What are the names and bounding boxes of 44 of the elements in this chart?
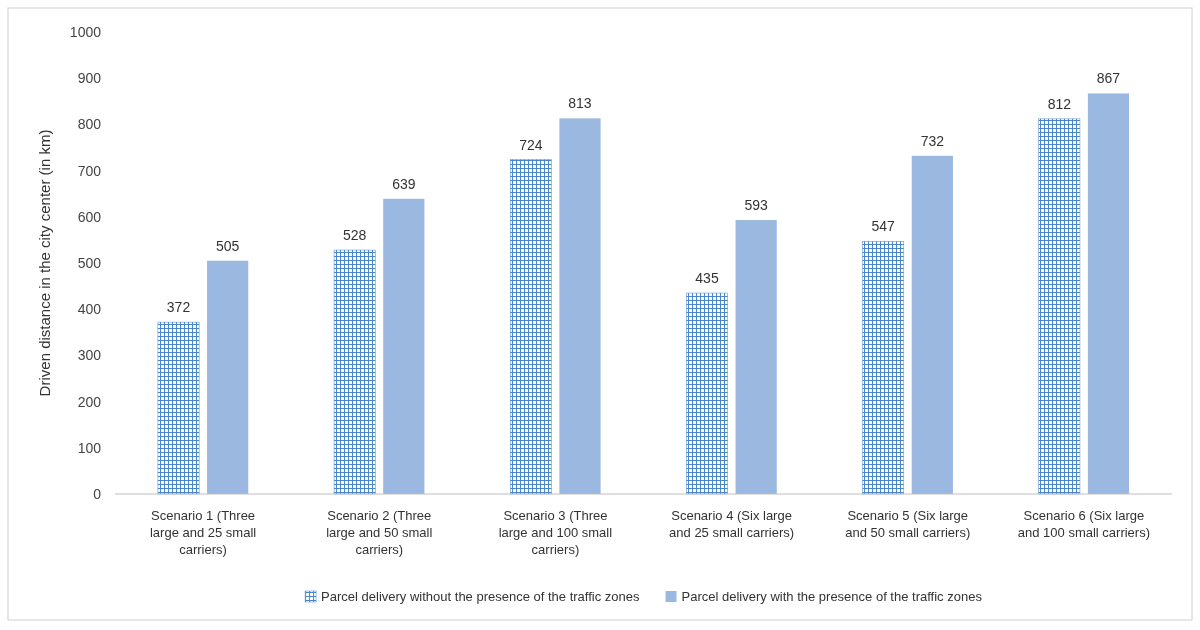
data-label: 435 bbox=[695, 270, 719, 287]
data-label: 547 bbox=[871, 218, 896, 235]
bar bbox=[862, 241, 905, 495]
bar bbox=[1087, 93, 1130, 494]
y-tick-label: 100 bbox=[77, 439, 102, 456]
data-label: 732 bbox=[920, 132, 945, 149]
bar bbox=[911, 155, 953, 494]
data-label: 813 bbox=[568, 95, 592, 112]
legend-label: Parcel delivery with the presence of the traffic zones bbox=[681, 589, 983, 604]
bar bbox=[509, 159, 552, 495]
y-tick-label: 1000 bbox=[69, 23, 102, 40]
y-tick-label: 200 bbox=[77, 393, 102, 410]
data-label: 724 bbox=[519, 136, 543, 153]
y-tick-label: 300 bbox=[77, 347, 102, 364]
bar bbox=[157, 321, 200, 495]
data-label: 372 bbox=[166, 299, 191, 316]
data-label: 528 bbox=[343, 227, 367, 244]
x-tick-label: Scenario 6 (Six large and 100 small carriers) bbox=[1017, 508, 1151, 540]
y-tick-label: 0 bbox=[93, 485, 102, 502]
x-tick-label: Scenario 4 (Six large and 25 small carriers) bbox=[669, 508, 795, 540]
data-label: 505 bbox=[215, 237, 240, 254]
x-tick-label: Scenario 5 (Six large and 50 small carriers) bbox=[845, 508, 971, 540]
y-tick-label: 900 bbox=[77, 70, 102, 87]
y-tick-label: 700 bbox=[77, 162, 102, 179]
data-label: 867 bbox=[1096, 70, 1121, 87]
x-tick-label: Scenario 2 (Three large and 50 small carriers) bbox=[326, 508, 433, 557]
bar bbox=[735, 220, 777, 494]
bar bbox=[207, 260, 249, 494]
bar bbox=[383, 198, 425, 494]
legend-label: Parcel delivery without the presence of the traffic zones bbox=[321, 589, 641, 604]
data-label: 639 bbox=[392, 175, 416, 192]
y-axis-title: Driven distance in the city center (in km) bbox=[36, 129, 53, 397]
bar bbox=[1038, 118, 1081, 495]
bar bbox=[333, 249, 376, 495]
data-label: 812 bbox=[1047, 95, 1072, 112]
bar bbox=[559, 118, 601, 494]
bar bbox=[686, 292, 728, 495]
y-tick-label: 400 bbox=[77, 301, 102, 318]
x-tick-label: Scenario 3 (Three large and 100 small carriers) bbox=[498, 508, 613, 557]
x-tick-label: Scenario 1 (Three large and 25 small carriers) bbox=[149, 508, 257, 557]
y-tick-label: 500 bbox=[77, 254, 102, 271]
y-tick-label: 800 bbox=[77, 116, 102, 133]
data-label: 593 bbox=[744, 197, 769, 214]
y-tick-label: 600 bbox=[77, 208, 102, 225]
